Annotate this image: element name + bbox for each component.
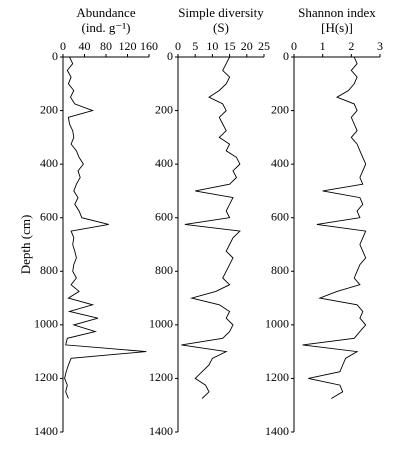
data-line <box>181 56 241 399</box>
x-tick-label: 5 <box>192 39 198 53</box>
panel-title: (S) <box>213 20 229 35</box>
panel-title: (ind. g⁻¹) <box>81 20 130 35</box>
y-tick-label: 800 <box>155 263 173 277</box>
y-tick-label: 1400 <box>149 424 173 438</box>
x-tick-label: 0 <box>175 39 181 53</box>
y-tick-label: 1400 <box>34 424 58 438</box>
y-tick-label: 200 <box>155 102 173 116</box>
y-tick-label: 1200 <box>265 370 289 384</box>
x-tick-label: 0 <box>60 39 66 53</box>
x-tick-label: 120 <box>119 39 137 53</box>
y-tick-label: 0 <box>283 49 289 63</box>
data-line <box>302 56 367 399</box>
y-tick-label: 600 <box>155 209 173 223</box>
y-tick-label: 1000 <box>149 317 173 331</box>
y-tick-label: 800 <box>271 263 289 277</box>
panel-title: Abundance <box>76 5 135 20</box>
y-axis-label: Depth (cm) <box>18 215 33 275</box>
x-tick-label: 20 <box>241 39 253 53</box>
x-tick-label: 15 <box>224 39 236 53</box>
y-tick-label: 1000 <box>34 317 58 331</box>
x-tick-label: 160 <box>140 39 158 53</box>
y-tick-label: 600 <box>271 209 289 223</box>
y-tick-label: 400 <box>155 156 173 170</box>
y-tick-label: 0 <box>167 49 173 63</box>
y-tick-label: 400 <box>40 156 58 170</box>
y-tick-label: 1400 <box>265 424 289 438</box>
x-tick-label: 40 <box>79 39 91 53</box>
x-tick-label: 2 <box>348 39 354 53</box>
x-tick-label: 25 <box>258 39 270 53</box>
x-tick-label: 10 <box>206 39 218 53</box>
panel-title: Simple diversity <box>178 5 264 20</box>
y-tick-label: 600 <box>40 209 58 223</box>
x-tick-label: 3 <box>377 39 383 53</box>
panel-title: [H(s)] <box>321 20 353 35</box>
y-tick-label: 1000 <box>265 317 289 331</box>
y-tick-label: 800 <box>40 263 58 277</box>
data-line <box>64 56 147 399</box>
y-tick-label: 200 <box>40 102 58 116</box>
y-tick-label: 1200 <box>34 370 58 384</box>
y-tick-label: 1200 <box>149 370 173 384</box>
y-tick-label: 0 <box>52 49 58 63</box>
y-tick-label: 400 <box>271 156 289 170</box>
panel-title: Shannon index <box>298 5 376 20</box>
y-tick-label: 200 <box>271 102 289 116</box>
x-tick-label: 0 <box>291 39 297 53</box>
x-tick-label: 80 <box>100 39 112 53</box>
x-tick-label: 1 <box>320 39 326 53</box>
